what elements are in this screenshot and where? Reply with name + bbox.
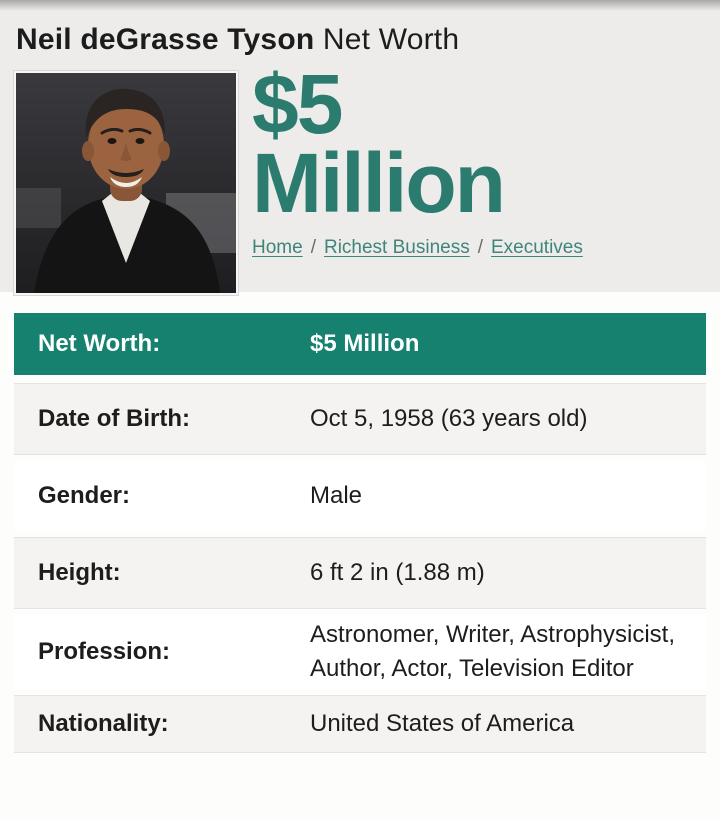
table-row: Nationality: United States of America <box>14 695 706 753</box>
row-value: Astronomer, Writer, Astrophysicist, Auth… <box>310 621 676 682</box>
hero-section: Neil deGrasse Tyson Net Worth <box>0 11 720 295</box>
row-value: Male <box>310 482 363 509</box>
portrait-illustration <box>16 73 236 293</box>
net-worth-amount-value: $5 <box>252 57 343 151</box>
breadcrumb-separator: / <box>477 236 483 258</box>
table-row: Profession: Astronomer, Writer, Astrophy… <box>14 615 706 689</box>
row-value: United States of America <box>310 710 575 737</box>
table-header-label: Net Worth: <box>38 330 161 357</box>
breadcrumb-link[interactable]: Executives <box>490 236 583 258</box>
table-row: Height: 6 ft 2 in (1.88 m) <box>14 537 706 609</box>
row-label: Date of Birth: <box>38 405 190 432</box>
net-worth-amount: $5 Million <box>252 57 583 230</box>
net-worth-amount-unit: Million <box>252 135 506 230</box>
row-value: 6 ft 2 in (1.88 m) <box>310 559 485 586</box>
page-title: Neil deGrasse Tyson Net Worth <box>16 23 706 57</box>
net-worth-table: Net Worth: $5 Million Date of Birth: Oct… <box>14 313 706 753</box>
celebrity-photo <box>14 71 238 295</box>
table-row: Date of Birth: Oct 5, 1958 (63 years old… <box>14 383 706 455</box>
row-label: Gender: <box>38 482 131 509</box>
breadcrumb: Home / Richest Business / Executives <box>252 237 583 259</box>
breadcrumb-link[interactable]: Richest Business <box>323 236 470 258</box>
row-label: Height: <box>38 559 121 586</box>
row-label: Profession: <box>38 638 171 665</box>
row-label: Nationality: <box>38 710 169 737</box>
table-header-row: Net Worth: $5 Million <box>14 313 706 375</box>
table-header-value: $5 Million <box>310 330 420 357</box>
table-rows: Date of Birth: Oct 5, 1958 (63 years old… <box>14 383 706 753</box>
page-title-name: Neil deGrasse Tyson <box>16 23 315 56</box>
breadcrumb-link[interactable]: Home <box>252 236 303 258</box>
table-row: Gender: Male <box>14 461 706 531</box>
page-title-suffix: Net Worth <box>314 23 460 56</box>
top-shadow-strip <box>0 0 720 11</box>
row-value: Oct 5, 1958 (63 years old) <box>310 405 588 432</box>
breadcrumb-separator: / <box>310 236 316 258</box>
